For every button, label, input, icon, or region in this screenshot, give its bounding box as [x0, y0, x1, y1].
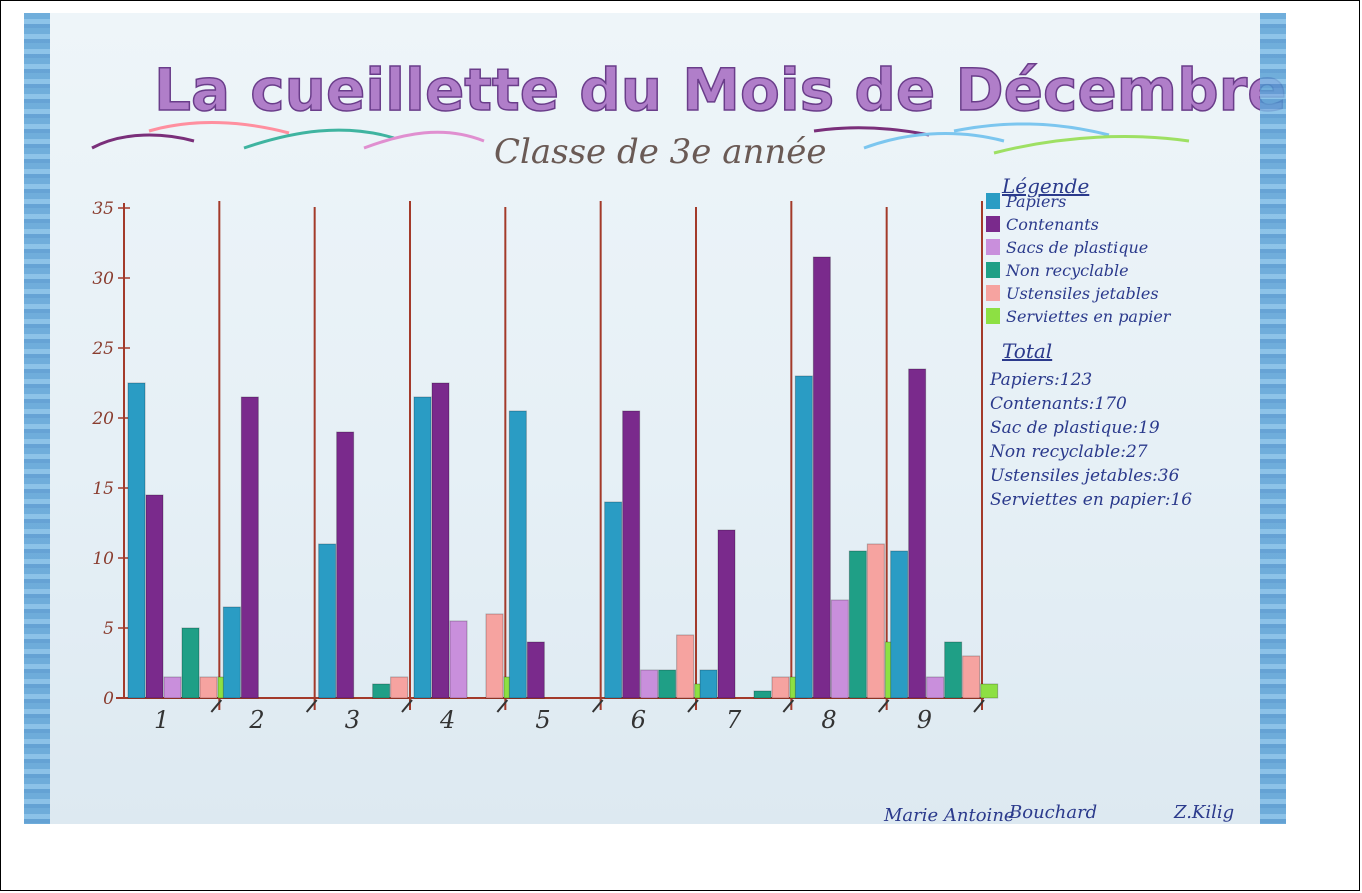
bar	[622, 410, 641, 699]
bar	[604, 501, 623, 699]
group-slash	[687, 699, 699, 713]
x-tick-label: 4	[439, 706, 455, 734]
legend-item-label: Serviettes en papier	[1006, 307, 1172, 326]
bar	[980, 683, 999, 699]
x-tick-label: 8	[821, 706, 836, 734]
totals-block: Total Papiers:123 Contenants:170 Sac de pl…	[989, 339, 1192, 510]
x-tick-label: 1	[154, 706, 169, 734]
group-slash	[973, 699, 985, 713]
bar	[676, 634, 695, 699]
y-tick-label: 35	[92, 199, 114, 219]
totals-title: Total	[1002, 339, 1052, 363]
bar	[962, 655, 981, 699]
bar	[890, 550, 909, 699]
bar	[222, 606, 241, 699]
legend-item-label: Non recyclable	[1005, 261, 1129, 280]
group-slash	[591, 699, 604, 713]
bar	[199, 676, 218, 699]
bar	[449, 620, 468, 699]
x-tick-label: 5	[535, 706, 550, 734]
legend-item-label: Contenants	[1006, 215, 1099, 234]
bar	[526, 641, 545, 699]
bar	[640, 669, 659, 699]
x-tick-label: 7	[726, 706, 742, 734]
decorative-waves	[91, 121, 1190, 155]
legend-swatch	[986, 308, 1000, 324]
x-tick-label: 6	[631, 706, 646, 734]
legend: Légende Papiers Contenants Sacs de plastiq…	[986, 174, 1172, 326]
signature-2: Bouchard	[1008, 802, 1097, 823]
x-tick-label: 2	[248, 706, 264, 734]
total-line: Serviettes en papier:16	[990, 490, 1192, 510]
bar	[926, 676, 945, 699]
legend-swatch	[986, 193, 1000, 209]
bar	[794, 375, 813, 699]
bar	[372, 683, 391, 699]
bar	[390, 676, 409, 699]
y-tick-label: 5	[103, 619, 114, 639]
bar	[658, 669, 677, 699]
bar	[127, 382, 146, 699]
legend-swatch	[986, 285, 1000, 301]
total-line: Contenants:170	[990, 394, 1127, 414]
group-slash	[496, 699, 509, 713]
bar	[431, 382, 450, 699]
bar	[508, 410, 527, 699]
bar	[145, 494, 164, 699]
total-line: Papiers:123	[989, 370, 1092, 390]
poster-subtitle: Classe de 3e année	[494, 132, 827, 172]
bar	[181, 627, 200, 699]
group-slash	[210, 699, 223, 713]
y-tick-label: 30	[92, 269, 114, 289]
bar	[318, 543, 337, 699]
signature-1: Marie Antoine	[883, 805, 1015, 824]
total-line: Non recyclable:27	[989, 442, 1148, 462]
bar	[848, 550, 867, 699]
legend-item-label: Ustensiles jetables	[1006, 284, 1159, 303]
bar	[812, 256, 831, 699]
bar	[830, 599, 849, 699]
legend-item-label: Papiers	[1005, 192, 1066, 211]
total-line: Sac de plastique:19	[990, 418, 1160, 438]
group-slash	[782, 699, 795, 713]
bar	[485, 613, 504, 699]
bar	[336, 431, 355, 699]
bar	[717, 529, 736, 699]
signatures: Marie Antoine Bouchard Z.Kilig	[883, 802, 1234, 824]
group-slash	[401, 699, 413, 713]
y-tick-label: 25	[91, 339, 114, 359]
legend-item-label: Sacs de plastique	[1006, 238, 1148, 257]
group-slash	[305, 699, 318, 713]
legend-swatch	[986, 239, 1000, 255]
y-tick-label: 0	[103, 689, 114, 709]
bar	[944, 641, 963, 699]
poster-title: La cueillette du Mois de Décembre	[154, 56, 1286, 124]
bar	[908, 368, 927, 699]
bar	[866, 543, 885, 699]
y-tick-label: 20	[91, 409, 114, 429]
x-tick-label: 9	[917, 706, 932, 734]
bar	[163, 676, 182, 699]
total-line: Ustensiles jetables:36	[990, 466, 1180, 486]
signature-3: Z.Kilig	[1173, 802, 1234, 823]
bar	[240, 396, 259, 699]
poster-svg: La cueillette du Mois de Décembre Classe…	[91, 55, 1286, 824]
poster: La cueillette du Mois de Décembre Classe…	[24, 13, 1286, 824]
legend-swatch	[986, 216, 1000, 232]
legend-title: Légende	[1001, 174, 1089, 198]
y-tick-label: 10	[92, 549, 114, 569]
y-tick-label: 15	[92, 479, 114, 499]
group-slash	[877, 699, 890, 713]
bar	[771, 676, 790, 699]
bar	[753, 690, 772, 699]
plot-area: 0 5 10 15 20 25 30 35 1 2 3 4 5 6 7 8 9	[91, 199, 999, 734]
bar	[413, 396, 432, 699]
legend-swatch	[986, 262, 1000, 278]
bar	[699, 669, 718, 699]
x-tick-label: 3	[345, 706, 360, 734]
